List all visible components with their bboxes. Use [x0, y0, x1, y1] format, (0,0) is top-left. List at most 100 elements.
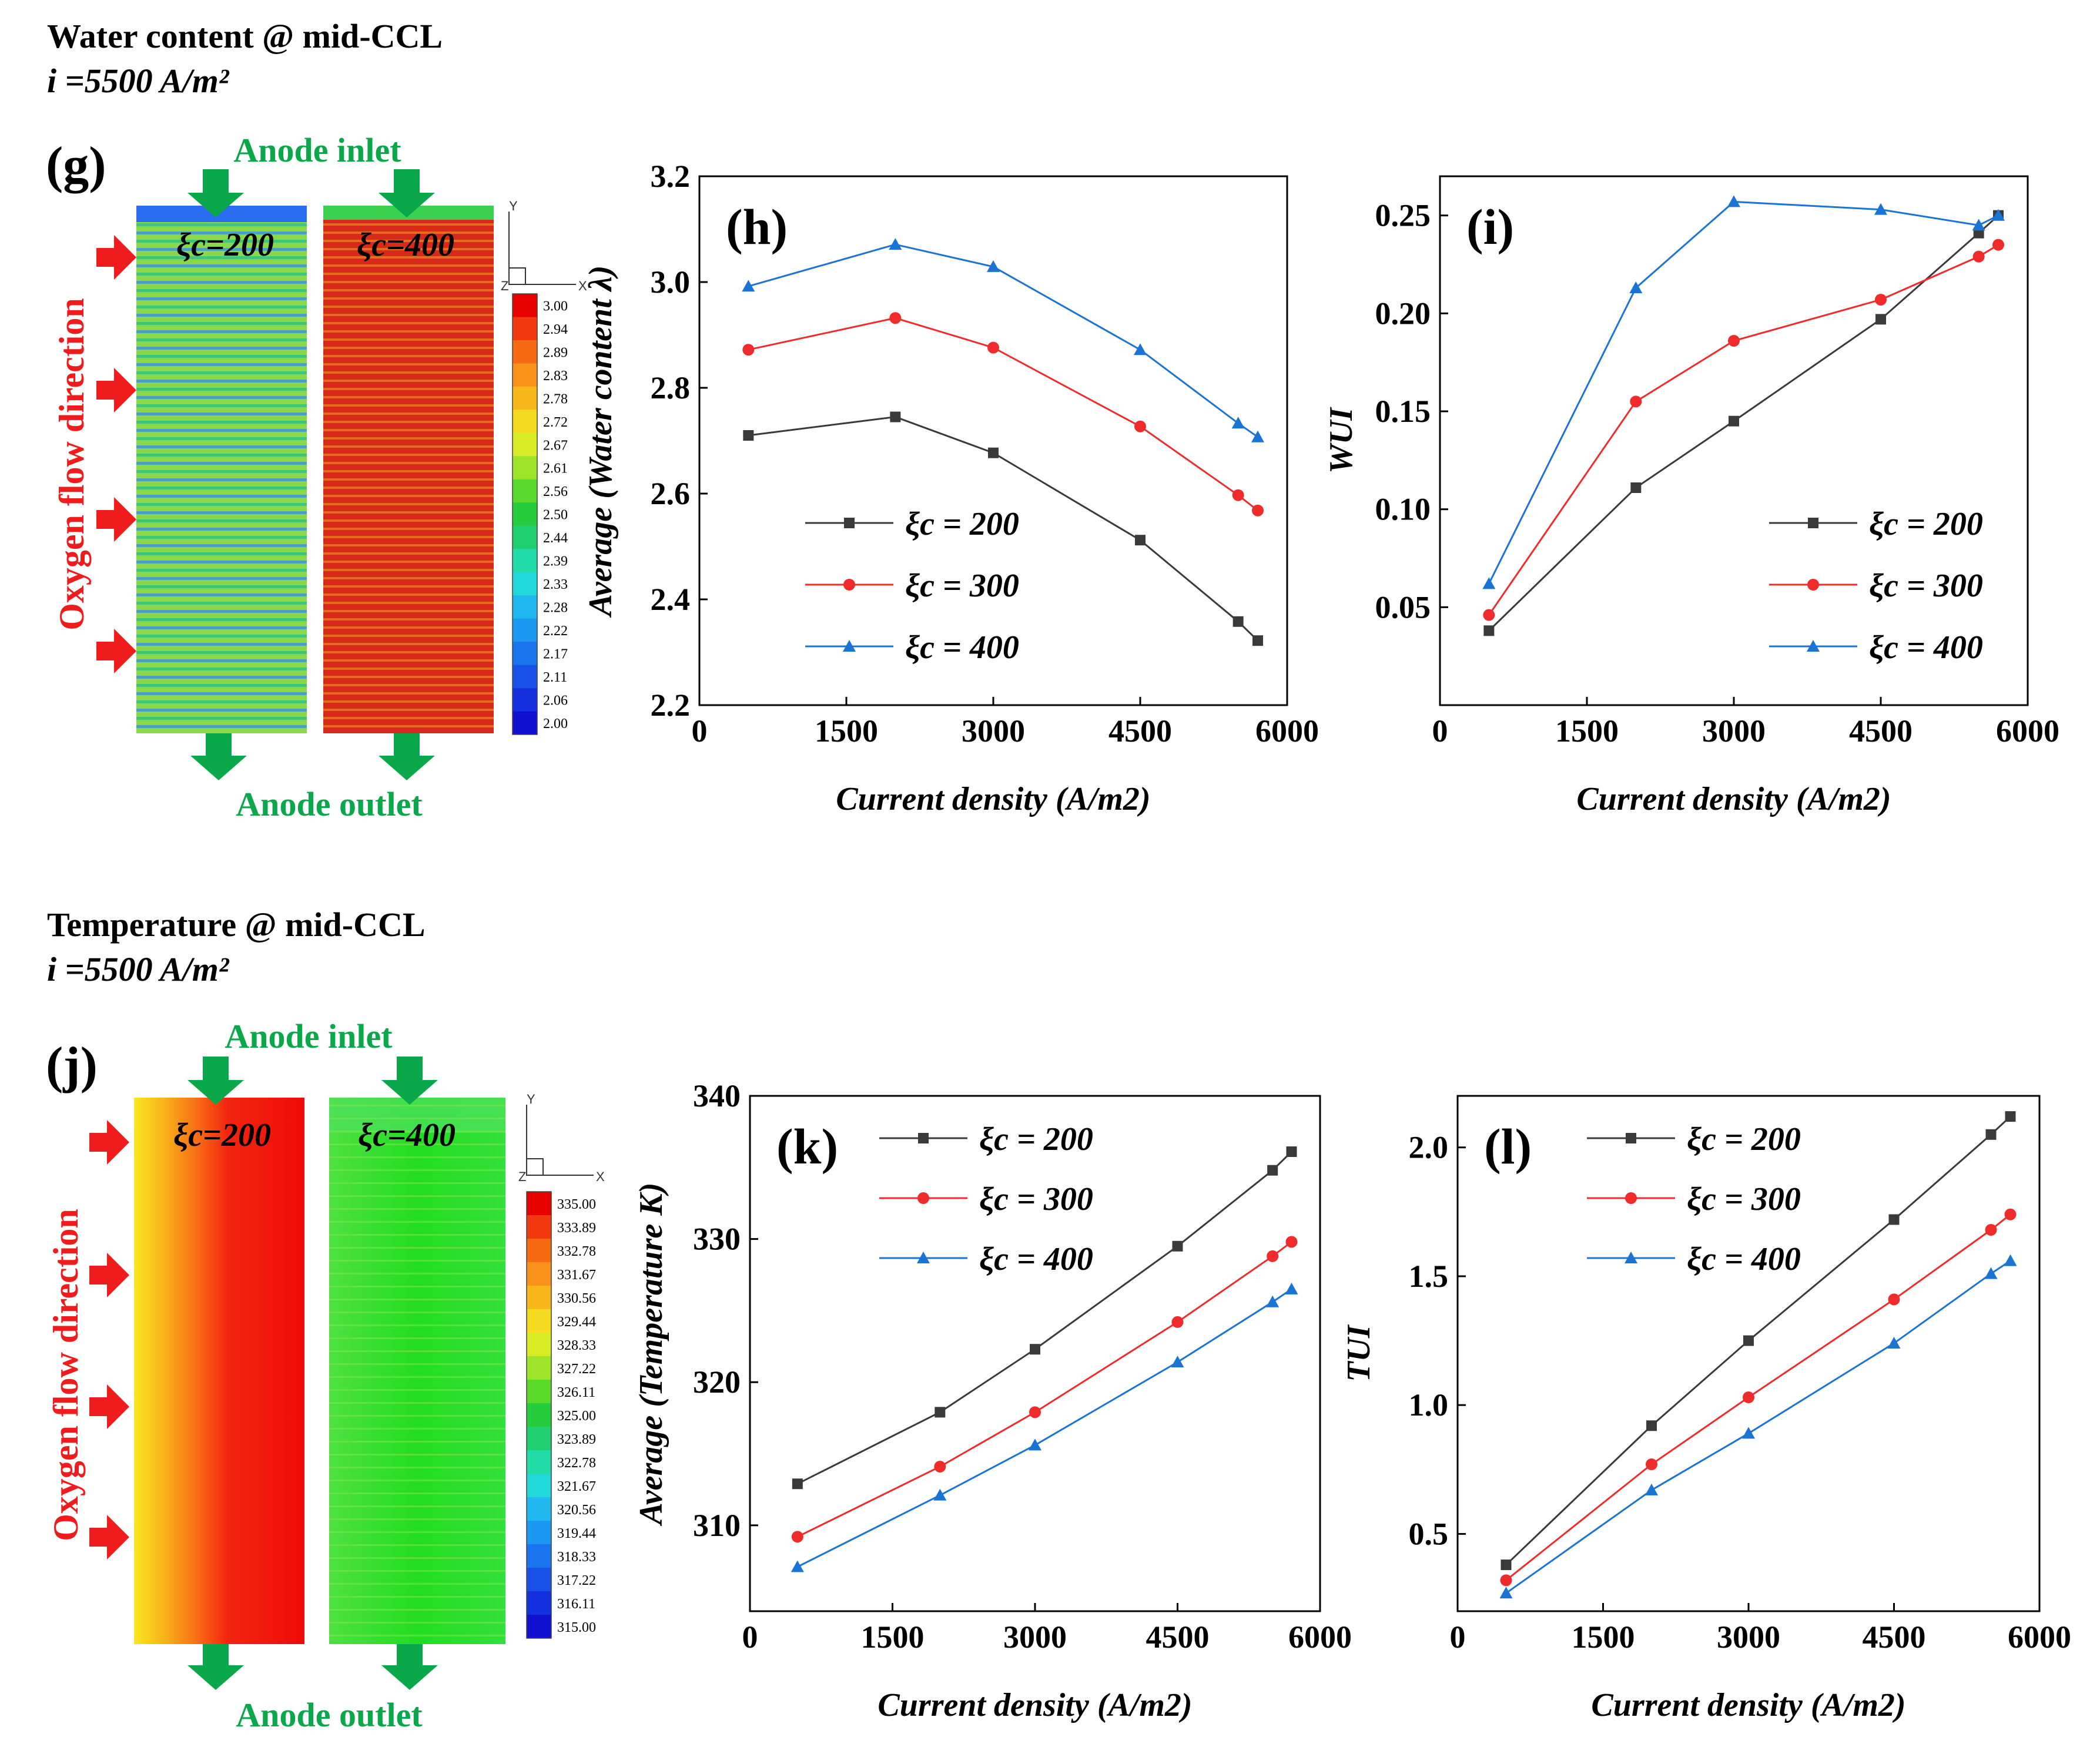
data-point-square — [1888, 1214, 1900, 1225]
stripe — [136, 643, 307, 646]
y-tick-label: 2.8 — [651, 370, 691, 405]
stripe — [329, 1531, 505, 1533]
stripe — [329, 1299, 505, 1300]
stripe — [323, 396, 494, 398]
stripe — [323, 388, 494, 390]
y-tick-label: 2.6 — [651, 476, 691, 511]
data-point-square — [844, 518, 855, 528]
legend-entry: ξc = 300 — [1869, 568, 1983, 604]
stripe — [323, 462, 494, 464]
contour-left-g — [136, 206, 307, 733]
panel-label-j: (j) — [46, 1037, 98, 1094]
flow-arrow-3-g — [96, 497, 136, 542]
stripe — [136, 347, 307, 350]
legend-level-label: 2.56 — [543, 484, 568, 499]
flow-arrow-2-j — [89, 1253, 129, 1297]
data-point-circle — [1500, 1574, 1512, 1587]
y-tick-label: 0.10 — [1375, 492, 1431, 527]
legend-swatch — [513, 386, 537, 410]
stripe — [136, 585, 307, 588]
data-point-triangle — [1992, 209, 2005, 221]
stripe — [329, 1622, 505, 1624]
stripe — [323, 256, 494, 259]
series-line — [797, 1288, 1292, 1568]
stripe — [136, 725, 307, 728]
flow-arrow-4-j — [89, 1515, 129, 1559]
data-point-circle — [1232, 489, 1244, 501]
x-tick-label: 4500 — [1863, 1619, 1926, 1655]
contour-right-label-j: ξc=400 — [358, 1117, 455, 1153]
stripe — [136, 626, 307, 629]
contour-right-label-g: ξc=400 — [357, 227, 454, 263]
contour-left-label-j: ξc=200 — [173, 1117, 271, 1153]
flow-arrow-1-g — [96, 235, 136, 280]
stripe — [329, 1518, 505, 1520]
anode-outlet-label-g: Anode outlet — [236, 785, 423, 823]
stripe — [323, 421, 494, 423]
stripe — [323, 355, 494, 357]
legend-level-label: 333.89 — [557, 1220, 596, 1236]
x-tick-label: 1500 — [1555, 713, 1619, 749]
stripe — [329, 1312, 505, 1313]
stripe — [136, 487, 307, 489]
legend-swatch — [513, 618, 537, 642]
legend-swatch — [527, 1356, 551, 1380]
stripe — [323, 552, 494, 555]
data-point-triangle — [1251, 430, 1264, 442]
data-point-square — [1646, 1420, 1657, 1431]
data-point-square — [988, 447, 999, 458]
plot-frame — [1439, 175, 2029, 706]
data-point-circle — [987, 341, 999, 354]
data-point-circle — [1646, 1458, 1657, 1471]
stripe — [136, 651, 307, 654]
legend-swatch — [513, 479, 537, 503]
legend-swatch — [527, 1403, 551, 1427]
stripe — [329, 1260, 505, 1262]
stripe — [136, 338, 307, 341]
stripe — [323, 684, 494, 686]
flow-arrow-2-g — [96, 368, 136, 412]
legend-level-label: 2.39 — [543, 554, 568, 569]
legend-swatch — [513, 340, 537, 364]
legend-level-label: 317.22 — [557, 1573, 596, 1588]
stripe — [323, 281, 494, 283]
stripe — [136, 355, 307, 358]
data-point-triangle — [791, 1560, 804, 1572]
temp-header-current: i =5500 A/m² — [47, 950, 229, 988]
legend-entry: ξc = 300 — [979, 1181, 1093, 1218]
stripe — [323, 585, 494, 588]
y-tick-label: 0.15 — [1375, 394, 1431, 429]
legend-level-label: 2.50 — [543, 508, 568, 523]
stripe — [136, 593, 307, 596]
stripe — [136, 700, 307, 703]
stripe — [136, 330, 307, 333]
stripe — [323, 347, 494, 349]
data-point-circle — [1171, 1316, 1184, 1328]
contour-right-g — [323, 206, 494, 733]
y-tick-label: 1.0 — [1409, 1387, 1449, 1423]
y-tick-label: 3.2 — [651, 159, 691, 194]
x-tick-label: 6000 — [1255, 713, 1319, 749]
inlet-arrow-left-j — [187, 1057, 244, 1105]
data-point-circle — [1285, 1236, 1298, 1248]
y-tick-label: 1.5 — [1409, 1259, 1449, 1294]
legend-swatch — [513, 317, 537, 341]
legend-frame — [526, 1191, 552, 1639]
stripe — [329, 1169, 505, 1171]
stripe — [323, 635, 494, 637]
legend-level-label: 2.33 — [543, 577, 568, 592]
data-point-square — [1483, 625, 1495, 636]
legend-level-label: 2.72 — [543, 415, 568, 430]
oxygen-flow-label-g: Oxygen flow direction — [52, 298, 91, 630]
flow-arrow-1-j — [89, 1120, 129, 1165]
stripe — [323, 659, 494, 662]
data-point-triangle — [2004, 1254, 2017, 1266]
legend-level-label: 2.17 — [543, 647, 568, 662]
legend-swatch — [527, 1497, 551, 1521]
stripe — [329, 1493, 505, 1494]
water-header-title: Water content @ mid-CCL — [47, 17, 443, 55]
y-tick-label: 2.4 — [651, 582, 691, 617]
series-line — [748, 317, 1258, 511]
stripe — [323, 371, 494, 374]
